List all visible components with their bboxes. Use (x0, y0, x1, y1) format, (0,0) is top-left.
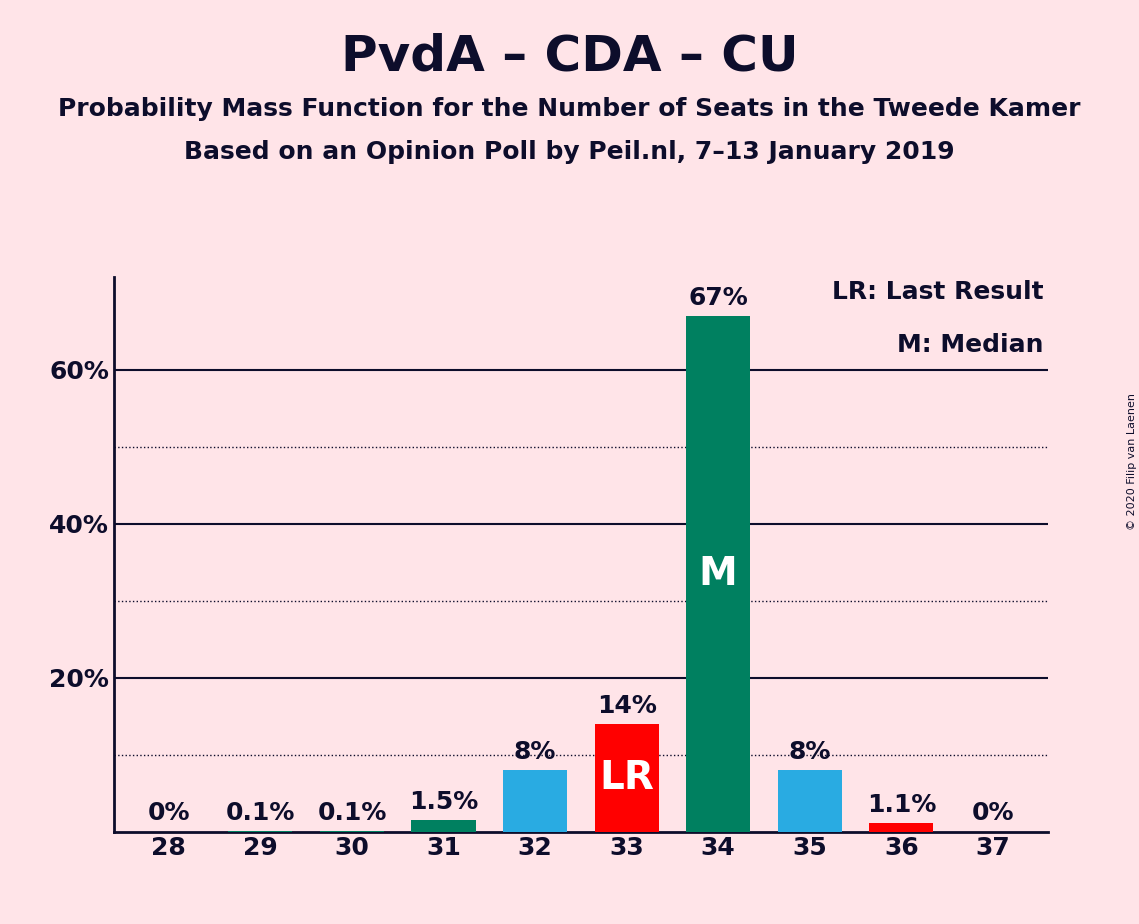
Text: Probability Mass Function for the Number of Seats in the Tweede Kamer: Probability Mass Function for the Number… (58, 97, 1081, 121)
Text: 0%: 0% (972, 801, 1014, 825)
Bar (503, 770, 567, 832)
Text: M: M (699, 554, 738, 592)
Text: LR: Last Result: LR: Last Result (831, 280, 1043, 304)
Bar (869, 823, 934, 832)
Text: 0.1%: 0.1% (226, 801, 295, 825)
Text: Based on an Opinion Poll by Peil.nl, 7–13 January 2019: Based on an Opinion Poll by Peil.nl, 7–1… (185, 140, 954, 164)
Text: 14%: 14% (597, 694, 656, 718)
Text: 1.5%: 1.5% (409, 790, 478, 814)
Text: PvdA – CDA – CU: PvdA – CDA – CU (341, 32, 798, 80)
Text: 1.1%: 1.1% (867, 793, 936, 817)
Bar (595, 723, 658, 832)
Text: 67%: 67% (688, 286, 748, 310)
Bar (686, 316, 751, 832)
Text: 8%: 8% (788, 740, 831, 764)
Bar (411, 821, 476, 832)
Text: 8%: 8% (514, 740, 556, 764)
Text: © 2020 Filip van Laenen: © 2020 Filip van Laenen (1126, 394, 1137, 530)
Text: M: Median: M: Median (896, 333, 1043, 357)
Bar (778, 770, 842, 832)
Text: LR: LR (599, 759, 654, 796)
Text: 0.1%: 0.1% (318, 801, 386, 825)
Text: 0%: 0% (148, 801, 190, 825)
